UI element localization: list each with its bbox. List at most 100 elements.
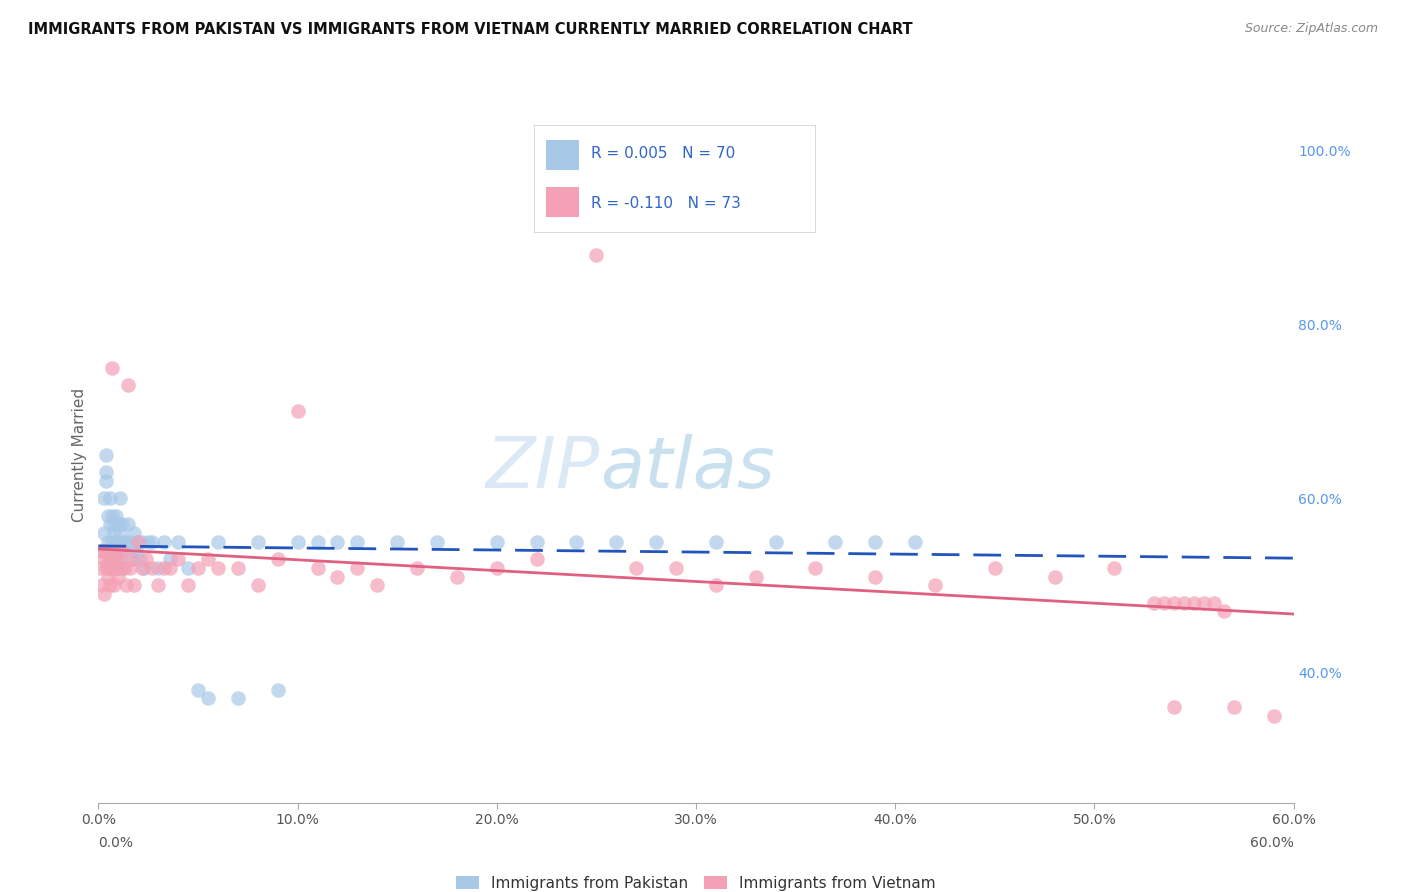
Point <box>115 534 138 549</box>
Point <box>1173 596 1195 610</box>
Point <box>197 552 219 566</box>
Point <box>605 534 627 549</box>
Point <box>111 517 134 532</box>
Bar <box>546 187 579 217</box>
Point <box>101 360 124 375</box>
Point <box>107 570 129 584</box>
Point <box>446 570 468 584</box>
Text: ZIP: ZIP <box>486 434 600 503</box>
Point <box>704 578 727 592</box>
Point <box>127 534 149 549</box>
Point <box>326 570 349 584</box>
Text: R = 0.005   N = 70: R = 0.005 N = 70 <box>591 146 735 161</box>
Point <box>91 543 114 558</box>
Point <box>665 561 688 575</box>
Point <box>1222 700 1246 714</box>
Point <box>110 561 132 575</box>
Point <box>207 561 229 575</box>
Point <box>485 534 508 549</box>
Point <box>148 578 170 592</box>
Point <box>136 534 159 549</box>
Point <box>984 561 1007 575</box>
Point <box>134 561 156 575</box>
Point <box>103 552 125 566</box>
Point <box>107 552 129 566</box>
Point <box>1192 596 1215 610</box>
Point <box>197 691 219 706</box>
Point <box>1263 708 1285 723</box>
Point <box>97 508 120 523</box>
Point <box>177 561 200 575</box>
Point <box>105 561 128 575</box>
Point <box>426 534 449 549</box>
Point <box>159 552 181 566</box>
Point <box>117 517 139 532</box>
Y-axis label: Currently Married: Currently Married <box>72 388 87 522</box>
Point <box>526 534 548 549</box>
Point <box>1212 605 1234 619</box>
Point <box>207 534 229 549</box>
Point <box>110 491 132 506</box>
Point <box>167 534 190 549</box>
Point <box>153 561 176 575</box>
Point <box>101 561 124 575</box>
Point <box>745 570 768 584</box>
Point <box>91 578 114 592</box>
Point <box>1043 570 1066 584</box>
Point <box>1202 596 1225 610</box>
Point <box>287 534 309 549</box>
Point <box>863 570 887 584</box>
Point <box>307 534 329 549</box>
Bar <box>546 140 579 169</box>
Point <box>110 526 132 541</box>
Point <box>115 578 138 592</box>
Point <box>267 682 290 697</box>
Point <box>148 561 170 575</box>
Point <box>103 578 125 592</box>
Point <box>346 534 368 549</box>
Point <box>406 561 429 575</box>
Point <box>105 508 128 523</box>
Point <box>645 534 668 549</box>
Point <box>112 561 135 575</box>
Point <box>101 561 124 575</box>
Point <box>100 517 122 532</box>
Point <box>226 691 249 706</box>
Point <box>287 404 309 418</box>
Point <box>1143 596 1166 610</box>
Point <box>107 552 129 566</box>
Point <box>97 552 120 566</box>
Point <box>177 578 200 592</box>
Text: R = -0.110   N = 73: R = -0.110 N = 73 <box>591 195 741 211</box>
Point <box>704 534 727 549</box>
Point <box>1153 596 1175 610</box>
Point <box>1163 596 1185 610</box>
Point <box>97 570 120 584</box>
Point <box>135 552 157 566</box>
Point <box>307 561 329 575</box>
Point <box>105 534 128 549</box>
Point <box>96 561 118 575</box>
Point <box>159 561 181 575</box>
Point <box>101 534 124 549</box>
Text: Source: ZipAtlas.com: Source: ZipAtlas.com <box>1244 22 1378 36</box>
Point <box>89 561 111 575</box>
Point <box>1163 700 1185 714</box>
Point <box>131 561 153 575</box>
Text: 60.0%: 60.0% <box>1250 836 1294 850</box>
Point <box>105 543 128 558</box>
Point <box>121 552 143 566</box>
Point <box>91 543 114 558</box>
Point <box>385 534 409 549</box>
Point <box>167 552 190 566</box>
Point <box>93 491 115 506</box>
Point <box>485 561 508 575</box>
Point <box>863 534 887 549</box>
Point <box>96 474 118 488</box>
Point <box>103 552 125 566</box>
Point <box>97 561 120 575</box>
Point <box>246 578 269 592</box>
Point <box>111 543 134 558</box>
Point <box>326 534 349 549</box>
Point <box>93 587 115 601</box>
